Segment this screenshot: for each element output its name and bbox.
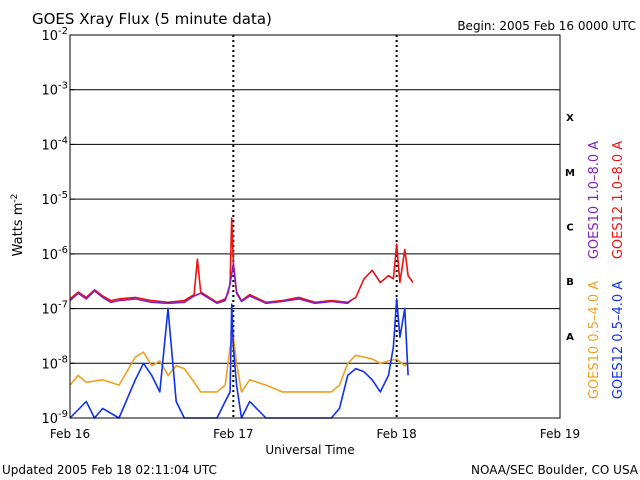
y-tick-label--2: 10-2 [41, 26, 68, 44]
legend-entry-2: GOES10 0.5–4.0 A [587, 281, 602, 399]
series-line-1 [69, 263, 352, 305]
x-tick-label-3: Feb 19 [540, 427, 580, 441]
legend-entry-1: GOES12 1.0–8.0 A [611, 141, 626, 259]
flare-class-labels: A B C M X [565, 113, 575, 343]
credit-label: NOAA/SEC Boulder, CO USA [471, 463, 639, 477]
y-tick-label--6: 10-6 [41, 245, 68, 263]
x-tick-label-0: Feb 16 [50, 427, 90, 441]
grid [70, 89, 560, 364]
series-line-2 [69, 336, 409, 393]
series-line-3 [69, 298, 409, 419]
y-tick-label--4: 10-4 [41, 135, 68, 153]
flare-class-X: X [566, 113, 574, 124]
updated-label: Updated 2005 Feb 18 02:11:04 UTC [2, 463, 217, 477]
y-tick-label--5: 10-5 [41, 190, 68, 208]
x-tick-label-2: Feb 18 [376, 427, 416, 441]
x-tick-label-1: Feb 17 [213, 427, 253, 441]
flare-class-M: M [565, 168, 575, 179]
plot-frame [69, 34, 561, 419]
flare-class-A: A [566, 332, 574, 343]
y-axis-label: Watts m-2 [10, 194, 26, 257]
chart-title: GOES Xray Flux (5 minute data) [32, 10, 272, 28]
legend: GOES10 1.0–8.0 A GOES12 1.0–8.0 A GOES10 0… [587, 141, 626, 399]
y-tick-label--8: 10-8 [41, 354, 68, 372]
legend-entry-0: GOES10 1.0–8.0 A [587, 141, 602, 259]
flare-class-C: C [566, 223, 573, 234]
y-tick-label--3: 10-3 [41, 81, 68, 99]
x-tick-labels: Feb 16 Feb 17 Feb 18 Feb 19 [50, 427, 580, 441]
y-tick-label--7: 10-7 [41, 300, 68, 318]
data-series [69, 217, 414, 419]
y-tick-labels: 10-9 10-8 10-7 10-6 10-5 10-4 10-3 10-2 [41, 26, 75, 427]
flare-class-B: B [566, 277, 574, 288]
legend-entry-3: GOES12 0.5–4.0 A [611, 281, 626, 399]
series-line-0 [69, 217, 414, 304]
x-axis-label: Universal Time [265, 443, 354, 457]
day-separators [232, 35, 398, 418]
begin-label: Begin: 2005 Feb 16 0000 UTC [457, 19, 636, 33]
y-tick-label--9: 10-9 [41, 409, 68, 427]
